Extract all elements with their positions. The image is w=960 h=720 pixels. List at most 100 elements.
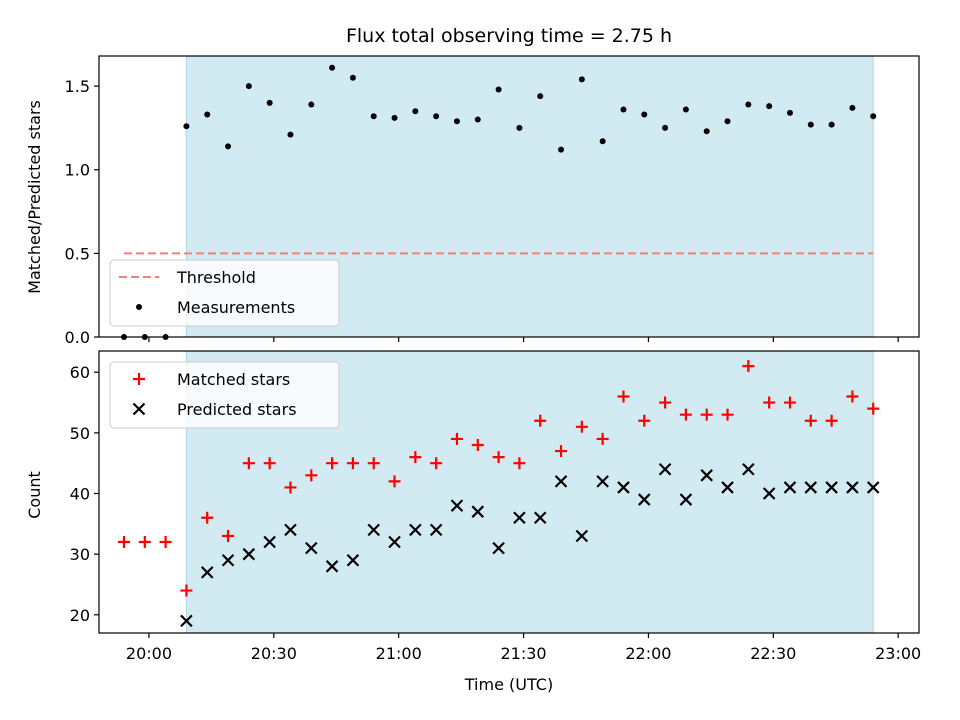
matched-star-point <box>804 414 817 427</box>
predicted-star-point <box>700 469 713 482</box>
bottom-legend-box <box>109 361 340 429</box>
matched-star-point <box>430 457 443 470</box>
measurement-point <box>433 113 440 120</box>
matched-star-point <box>305 469 318 482</box>
matched-star-point <box>388 475 401 488</box>
matched-star-point <box>846 390 859 403</box>
legend-label: Threshold <box>176 268 256 287</box>
predicted-star-point <box>471 505 485 518</box>
measurement-point <box>599 138 606 145</box>
predicted-star-point <box>617 481 630 494</box>
bottom-y-tick-label: 30 <box>70 545 90 564</box>
measurement-point <box>849 104 856 111</box>
measurement-point <box>786 109 793 116</box>
predicted-star-point <box>658 462 672 476</box>
measurement-point <box>745 101 752 108</box>
x-tick-label: 21:00 <box>376 644 422 663</box>
predicted-star-point <box>825 481 838 494</box>
matched-star-point <box>617 390 630 403</box>
matched-star-point <box>263 457 276 470</box>
measurement-point <box>516 124 523 131</box>
measurement-point <box>287 131 294 138</box>
predicted-star-point <box>575 529 589 543</box>
bottom-legend: Matched stars Predicted stars <box>109 361 340 429</box>
bottom-axes-frame <box>98 350 920 634</box>
matched-star-point <box>138 536 151 549</box>
top-y-tick-label: 1.0 <box>65 161 90 180</box>
top-plot-panel: 0.0 0.5 1.0 1.5 Threshold Measurements <box>65 55 920 347</box>
measurement-point <box>870 113 877 120</box>
matched-star-point <box>513 457 526 470</box>
x-tick-label: 23:00 <box>875 644 921 663</box>
measurement-point <box>370 113 377 120</box>
predicted-star-point <box>679 493 693 506</box>
measurement-point <box>495 86 502 93</box>
predicted-star-point <box>346 553 360 567</box>
predicted-star-point <box>429 523 443 537</box>
predicted-star-point <box>367 523 380 537</box>
measurement-point <box>724 118 731 125</box>
bottom-y-tick-label: 50 <box>70 424 90 443</box>
predicted-star-point <box>263 535 276 549</box>
measurement-point <box>391 114 398 121</box>
matched-star-point <box>159 536 172 549</box>
x-tick-label: 21:30 <box>501 644 547 663</box>
matched-star-point <box>721 408 734 421</box>
matched-star-point <box>867 402 880 415</box>
legend-measurement-swatch <box>136 304 142 310</box>
top-legend: Threshold Measurements <box>109 259 340 327</box>
predicted-star-point <box>450 499 464 512</box>
measurement-point <box>183 123 190 130</box>
top-axes-frame <box>98 55 920 338</box>
predicted-star-point <box>180 614 193 628</box>
measurement-point <box>453 118 460 125</box>
measurement-point <box>703 128 710 135</box>
measurement-point <box>266 99 273 106</box>
matched-star-point <box>242 457 255 470</box>
predicted-star-point <box>284 523 297 537</box>
measurement-point <box>225 143 232 150</box>
legend-label: Predicted stars <box>177 400 297 419</box>
matched-star-point <box>783 396 796 409</box>
matched-star-point <box>284 481 297 494</box>
predicted-star-point <box>742 462 755 476</box>
measurement-point <box>308 101 315 108</box>
predicted-star-point <box>305 541 318 555</box>
matched-star-point <box>492 451 505 464</box>
matched-star-point <box>659 396 672 409</box>
legend-predicted-swatch <box>132 402 146 416</box>
measurement-point <box>537 93 544 100</box>
matched-star-point <box>575 420 588 433</box>
matched-star-point <box>367 457 380 470</box>
matched-star-point <box>117 536 130 549</box>
x-tick-label: 20:30 <box>251 644 297 663</box>
matched-star-point <box>201 511 214 524</box>
measurement-point <box>620 106 627 113</box>
matched-star-point <box>763 396 776 409</box>
bottom-x-axis-label: Time (UTC) <box>464 675 553 694</box>
matched-star-point <box>534 414 547 427</box>
matched-star-point <box>346 457 359 470</box>
matched-star-point <box>742 360 755 373</box>
matched-star-point <box>679 408 692 421</box>
predicted-star-point <box>846 481 859 494</box>
predicted-star-point <box>721 481 734 494</box>
matched-star-point <box>180 584 193 597</box>
measurement-point <box>578 76 585 83</box>
bottom-y-tick-label: 40 <box>70 485 90 504</box>
predicted-star-point <box>513 511 526 525</box>
top-y-tick-label: 0.0 <box>65 328 90 347</box>
top-y-tick-label: 0.5 <box>65 244 90 263</box>
predicted-star-point <box>783 481 797 494</box>
legend-label: Measurements <box>177 298 295 317</box>
measurement-point <box>349 74 356 81</box>
predicted-star-point <box>388 535 401 549</box>
matched-star-point <box>825 414 838 427</box>
matched-star-point <box>450 432 463 445</box>
legend-label: Matched stars <box>177 370 290 389</box>
predicted-star-point <box>492 541 505 555</box>
matched-star-point <box>409 451 422 464</box>
x-tick-label: 22:30 <box>750 644 796 663</box>
matched-star-point <box>222 529 235 542</box>
